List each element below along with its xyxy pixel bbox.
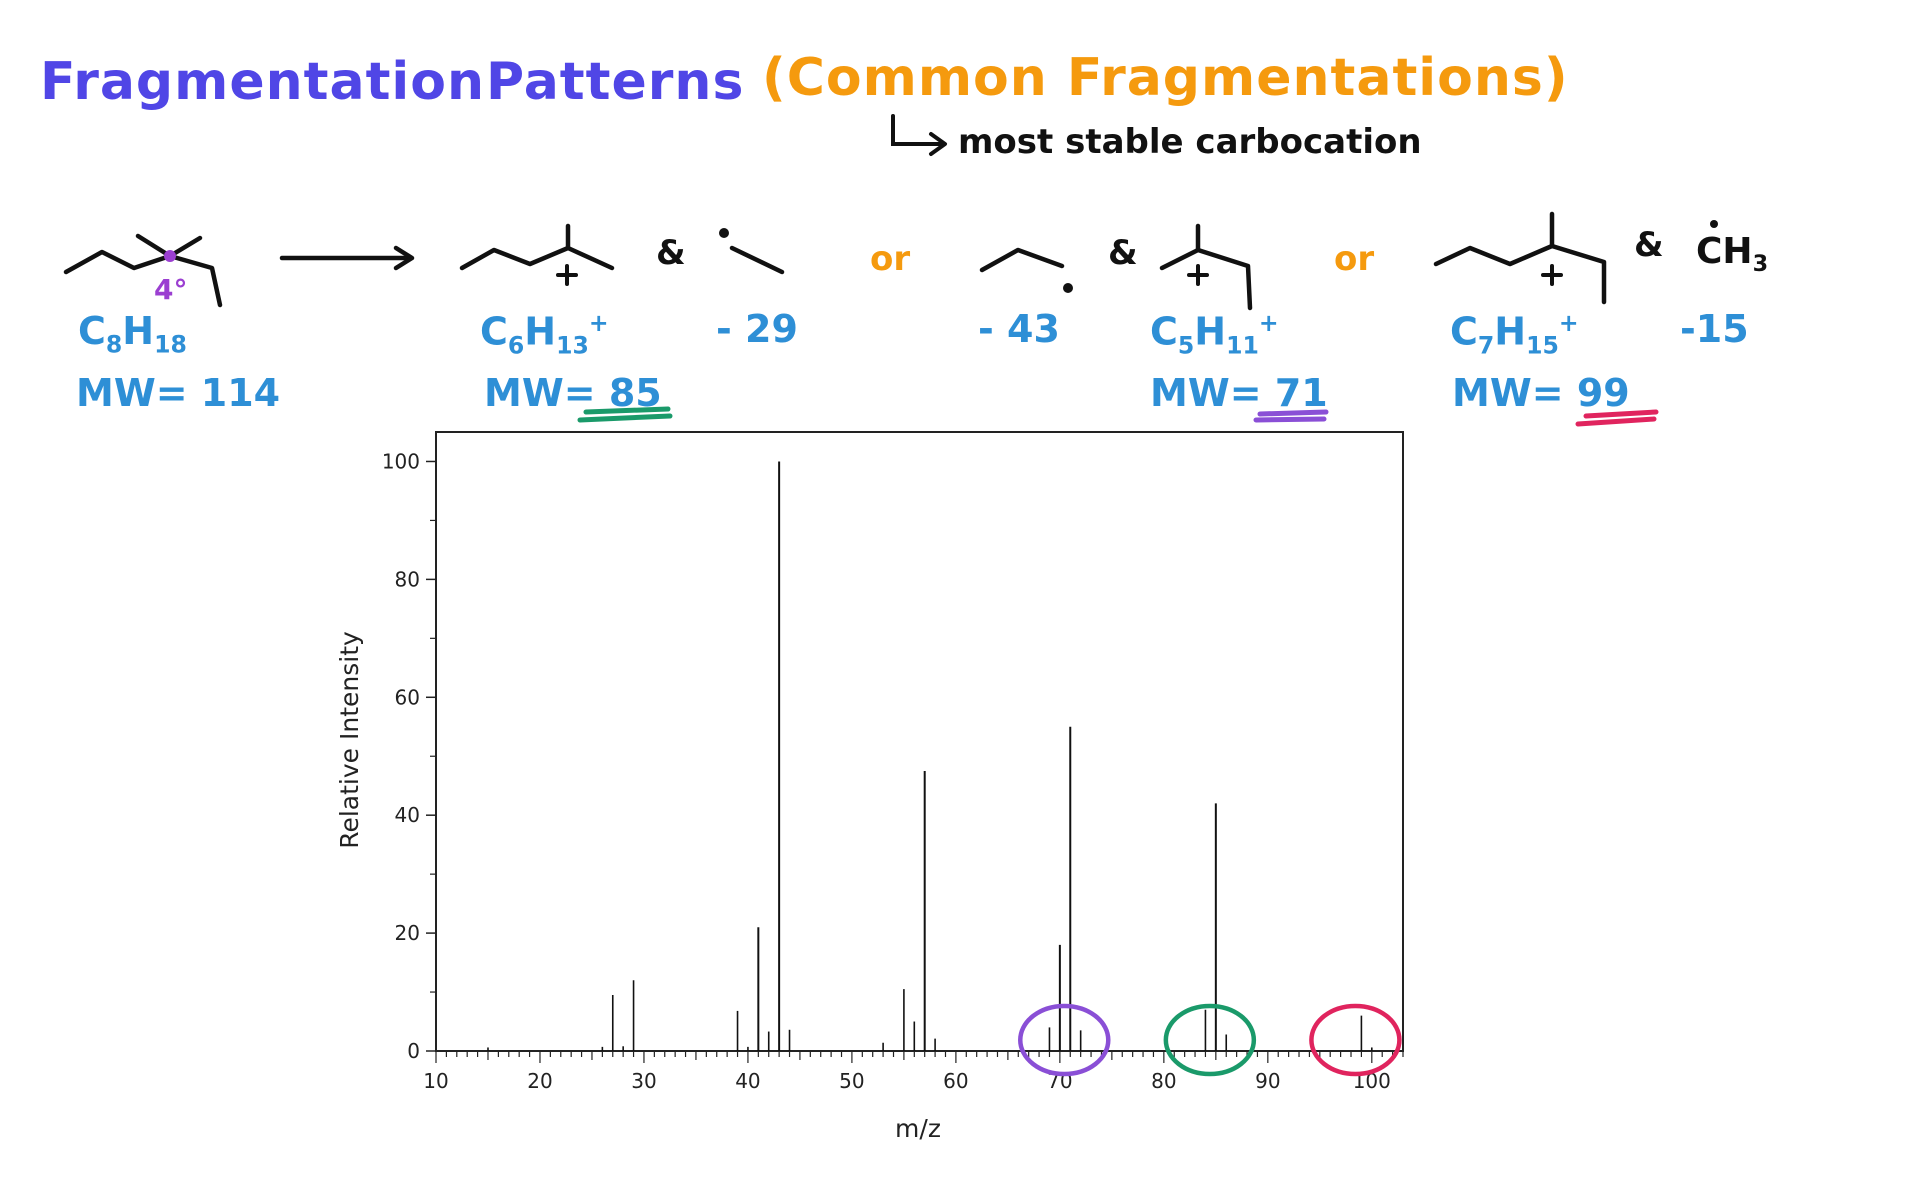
loss-29: - 29 [716, 307, 798, 351]
x-tick-label: 10 [423, 1069, 448, 1093]
y-tick-label: 20 [395, 921, 420, 945]
x-axis: 10 20 30 40 50 60 70 80 90 100 [423, 1051, 1404, 1093]
underline-71 [1253, 409, 1329, 423]
underline-85 [577, 406, 673, 423]
ethyl-radical-skeleton [729, 245, 785, 275]
x-axis-title: m/z [895, 1114, 941, 1143]
and-sign: & [1108, 233, 1138, 273]
methyl-radical-formula: CH3 [1696, 231, 1769, 278]
cation1-skeleton [459, 223, 615, 271]
y-tick-label: 100 [382, 449, 420, 473]
y-tick-label: 80 [395, 567, 420, 591]
cation2-skeleton [1159, 223, 1253, 311]
radical-dot [719, 228, 729, 238]
cation3-skeleton [1433, 211, 1607, 305]
highlight-circle-71 [1018, 1003, 1111, 1077]
parent-formula: C8H18 [78, 309, 187, 359]
y-tick-label: 40 [395, 803, 420, 827]
and-sign: & [1634, 225, 1664, 265]
cation2-formula: C5H11+ [1150, 309, 1279, 360]
title-patterns: Patterns [486, 52, 745, 112]
reaction-arrow-icon [279, 245, 415, 271]
parent-mw: MW= 114 [76, 371, 281, 415]
cation1-formula: C6H13+ [480, 309, 609, 360]
x-tick-label: 20 [527, 1069, 552, 1093]
cation1-mw: MW= 85 [484, 371, 662, 415]
highlight-circles [1018, 1003, 1402, 1077]
loss-43: - 43 [978, 307, 1060, 351]
x-tick-label: 40 [735, 1069, 760, 1093]
plus-icon [556, 264, 1563, 286]
quaternary-label: 4° [154, 273, 188, 306]
x-tick-label: 60 [943, 1069, 968, 1093]
or-connector: or [1334, 239, 1375, 279]
propyl-radical-skeleton [979, 247, 1065, 273]
plot-frame [435, 431, 1404, 1052]
x-tick-label: 90 [1255, 1069, 1280, 1093]
peaks-series [487, 461, 1373, 1051]
y-tick-label: 0 [407, 1039, 420, 1063]
cation3-mw: MW= 99 [1452, 371, 1630, 415]
underline-99 [1575, 409, 1659, 427]
y-axis-title: Relative Intensity [335, 631, 364, 849]
x-tick-label: 80 [1151, 1069, 1176, 1093]
note-most-stable-carbocation: most stable carbocation [958, 122, 1422, 162]
hook-arrow-icon [891, 114, 947, 156]
cation3-formula: C7H15+ [1450, 309, 1579, 360]
x-tick-label: 50 [839, 1069, 864, 1093]
cation2-mw: MW= 71 [1150, 371, 1328, 415]
title-common-fragmentations: (Common Fragmentations) [762, 48, 1569, 108]
quaternary-carbon-dot [164, 250, 176, 262]
highlight-circle-99 [1309, 1003, 1402, 1077]
and-sign: & [656, 233, 686, 273]
or-connector: or [870, 239, 911, 279]
highlight-circle-85 [1163, 1003, 1257, 1077]
structures-drawing [63, 211, 1718, 427]
loss-15: -15 [1680, 307, 1749, 351]
y-axis: 0 20 40 60 80 100 [382, 449, 436, 1063]
radical-dot [1710, 220, 1718, 228]
radical-dot [1063, 283, 1073, 293]
x-tick-label: 30 [631, 1069, 656, 1093]
y-tick-label: 60 [395, 685, 420, 709]
title-fragmentation: Fragmentation [40, 52, 485, 112]
